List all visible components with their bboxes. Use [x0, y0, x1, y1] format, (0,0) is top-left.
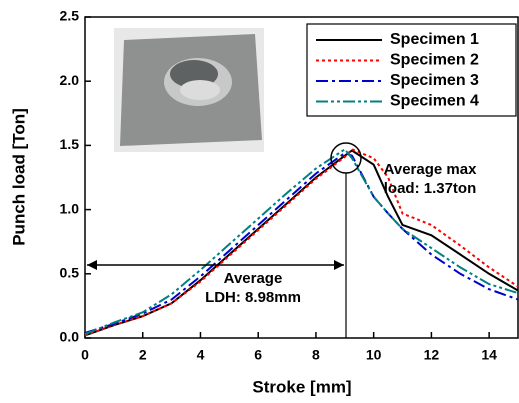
- x-axis-label: Stroke [mm]: [252, 377, 351, 396]
- annotation: Average: [224, 270, 283, 287]
- arrow-head: [334, 260, 344, 270]
- x-tick-label: 10: [366, 347, 382, 363]
- x-tick-label: 2: [139, 347, 147, 363]
- x-tick-label: 0: [81, 347, 89, 363]
- arrow-head: [87, 260, 97, 270]
- x-tick-label: 6: [254, 347, 262, 363]
- y-tick-label: 0.5: [60, 265, 80, 281]
- specimen-photo: [114, 28, 264, 152]
- series-line: [84, 148, 519, 337]
- x-tick-label: 8: [312, 347, 320, 363]
- annotation: load: 1.37ton: [384, 180, 477, 197]
- y-tick-label: 1.0: [60, 200, 80, 216]
- legend-box: [306, 23, 517, 117]
- y-tick-label: 2.0: [60, 72, 80, 88]
- legend-label: Specimen 4: [390, 93, 479, 110]
- annotation: LDH: 8.98mm: [205, 289, 301, 306]
- y-axis-label: Punch load [Ton]: [9, 108, 28, 246]
- series-line: [84, 149, 519, 337]
- x-tick-label: 4: [197, 347, 205, 363]
- legend-label: Specimen 3: [390, 72, 479, 89]
- x-tick-label: 14: [481, 347, 497, 363]
- legend-label: Specimen 2: [390, 52, 479, 69]
- series-line: [84, 151, 519, 334]
- y-tick-label: 2.5: [60, 8, 80, 24]
- legend-label: Specimen 1: [390, 31, 479, 48]
- y-tick-label: 1.5: [60, 136, 80, 152]
- x-tick-label: 12: [424, 347, 440, 363]
- plot-frame: [84, 16, 519, 339]
- y-tick-label: 0.0: [60, 329, 80, 345]
- annotation: Average max: [384, 161, 477, 178]
